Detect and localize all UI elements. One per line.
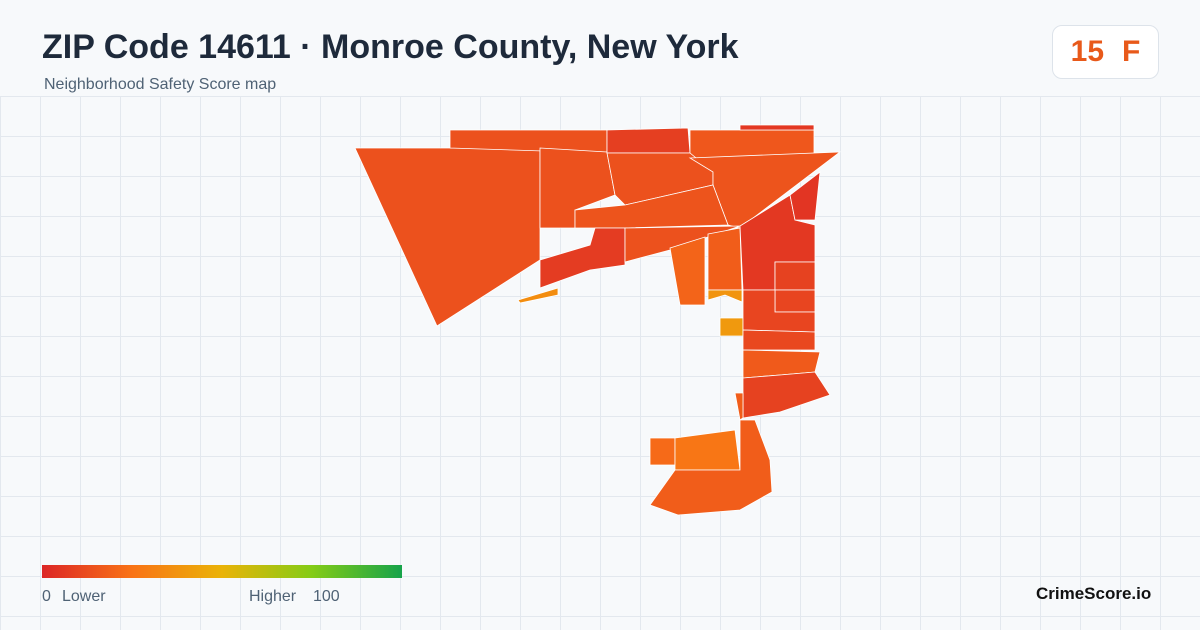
region (574, 184, 729, 229)
region (539, 227, 626, 289)
region (606, 127, 691, 154)
region (669, 236, 706, 306)
region (719, 317, 744, 337)
region (649, 437, 676, 466)
header: ZIP Code 14611 · Monroe County, New York… (0, 0, 1200, 96)
region (649, 419, 773, 516)
region (734, 392, 744, 421)
region (739, 124, 815, 131)
legend-min-label: Lower (62, 588, 106, 605)
region (774, 289, 816, 313)
region (742, 329, 816, 351)
brand: CrimeScore.io (1036, 584, 1152, 603)
region (517, 287, 559, 304)
legend-min: 0 (42, 588, 51, 605)
region (742, 371, 831, 419)
region (707, 289, 743, 303)
legend-max-label: Higher (249, 588, 297, 605)
region (674, 429, 741, 471)
region (354, 147, 541, 327)
score-value: 15 (1070, 35, 1105, 68)
region (774, 261, 816, 291)
legend-max: 100 (313, 588, 340, 605)
title: ZIP Code 14611 · Monroe County, New York (42, 28, 739, 66)
region (789, 171, 821, 221)
subtitle: Neighborhood Safety Score map (44, 76, 277, 93)
legend-bar (42, 565, 402, 578)
region (707, 227, 743, 291)
score-badge: 15 F (1052, 25, 1159, 79)
score-grade: F (1122, 35, 1141, 68)
